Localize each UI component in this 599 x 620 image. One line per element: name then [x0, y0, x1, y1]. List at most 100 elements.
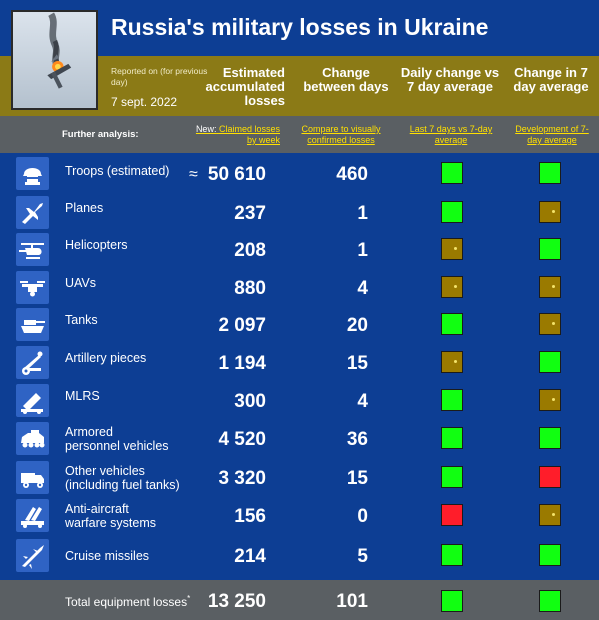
title-bar: [0, 0, 599, 56]
change-value: 15: [346, 353, 368, 374]
category-label-line2: warfare systems: [65, 516, 156, 530]
category-label: MLRS: [65, 389, 100, 403]
accumulated-value: 300: [234, 391, 266, 412]
seven-day-indicator: [539, 389, 561, 411]
category-label-line2: personnel vehicles: [65, 439, 169, 453]
artillery-icon: [16, 346, 49, 379]
category-label: Other vehicles (including fuel tanks): [65, 464, 180, 492]
accumulated-value: 2 097: [218, 315, 266, 336]
total-accumulated-value: 13 250: [207, 591, 266, 612]
table-row: Helicopters 208 1: [0, 231, 599, 268]
total-seven-day-indicator: [539, 590, 561, 612]
total-daily-indicator: [441, 590, 463, 612]
category-label: Cruise missiles: [65, 549, 150, 563]
anti-aircraft-icon: [16, 499, 49, 532]
daily-change-indicator: [441, 544, 463, 566]
development-7-day-link[interactable]: Development of 7-day average: [515, 124, 589, 145]
category-label: Planes: [65, 201, 104, 215]
category-label: Helicopters: [65, 238, 128, 252]
daily-change-indicator: [441, 162, 463, 184]
daily-change-indicator: [441, 504, 463, 526]
change-value: 15: [346, 468, 368, 489]
change-value: 1: [357, 203, 368, 224]
accumulated-value: 208: [234, 240, 266, 261]
seven-day-indicator: [539, 201, 561, 223]
seven-day-indicator: [539, 466, 561, 488]
further-analysis-bar: [0, 116, 599, 153]
seven-day-indicator: [539, 351, 561, 373]
category-label-line2: (including fuel tanks): [65, 478, 180, 492]
approx-symbol: ≈: [189, 166, 198, 183]
accumulated-value: 214: [234, 546, 266, 567]
claimed-losses-link[interactable]: New: Claimed losses by week: [188, 124, 280, 146]
table-row: Anti-aircraft warfare systems 156 0: [0, 497, 599, 534]
change-value: 4: [357, 391, 368, 412]
seven-day-indicator: [539, 276, 561, 298]
table-row: Cruise missiles 214 5: [0, 537, 599, 574]
category-label: Artillery pieces: [65, 351, 147, 365]
change-value: 460: [336, 164, 368, 185]
change-value: 20: [346, 315, 368, 336]
table-row: Armored personnel vehicles 4 520 36: [0, 420, 599, 457]
further-analysis-label: Further analysis:: [62, 129, 139, 140]
armored-vehicle-icon: [16, 422, 49, 455]
seven-day-indicator: [539, 544, 561, 566]
change-value: 0: [357, 506, 368, 527]
truck-icon: [16, 461, 49, 494]
total-row-band: [0, 580, 599, 620]
change-value: 1: [357, 240, 368, 261]
accumulated-value: 4 520: [218, 429, 266, 450]
accumulated-value: 156: [234, 506, 266, 527]
column-header-daily: Daily change vs 7 day average: [400, 65, 500, 94]
daily-change-indicator: [441, 201, 463, 223]
total-label-text: Total equipment losses: [65, 595, 188, 609]
category-label: Tanks: [65, 313, 98, 327]
last-7-days-link[interactable]: Last 7 days vs 7-day average: [409, 124, 493, 145]
helicopter-icon: [16, 233, 49, 266]
soldier-helmet-icon: [16, 157, 49, 190]
daily-change-indicator: [441, 466, 463, 488]
fighter-plane-icon: [16, 196, 49, 229]
category-label-line1: Armored: [65, 425, 113, 439]
total-footnote-marker: *: [187, 594, 191, 603]
tank-icon: [16, 308, 49, 341]
claimed-losses-link-text[interactable]: Claimed losses by week: [218, 124, 280, 145]
reported-on-note: Reported on (for previous day): [111, 66, 208, 87]
column-header-seven-day: Change in 7 day average: [513, 65, 589, 94]
category-label: Anti-aircraft warfare systems: [65, 502, 156, 530]
column-header-change: Change between days: [303, 65, 389, 94]
accumulated-value: 3 320: [218, 468, 266, 489]
seven-day-indicator: [539, 427, 561, 449]
daily-change-indicator: [441, 351, 463, 373]
page-title: Russia's military losses in Ukraine: [111, 14, 489, 40]
header-band: [0, 56, 599, 116]
table-row: Other vehicles (including fuel tanks) 3 32…: [0, 459, 599, 496]
table-row: Artillery pieces 1 194 15: [0, 344, 599, 381]
daily-change-indicator: [441, 276, 463, 298]
total-label: Total equipment losses*: [65, 594, 190, 609]
change-value: 5: [357, 546, 368, 567]
drone-icon: [16, 271, 49, 304]
cruise-missile-icon: [16, 539, 49, 572]
accumulated-value: 880: [234, 278, 266, 299]
seven-day-indicator: [539, 504, 561, 526]
category-label-line1: Anti-aircraft: [65, 502, 129, 516]
change-value: 36: [346, 429, 368, 450]
daily-change-indicator: [441, 238, 463, 260]
change-value: 4: [357, 278, 368, 299]
table-row: Planes 237 1: [0, 194, 599, 231]
accumulated-value: 50 610: [207, 164, 266, 185]
accumulated-value: 1 194: [218, 353, 266, 374]
total-change-value: 101: [336, 591, 368, 612]
table-row: Tanks 2 097 20: [0, 306, 599, 343]
report-date: 7 sept. 2022: [111, 95, 178, 109]
compare-confirmed-link[interactable]: Compare to visually confirmed losses: [301, 124, 381, 145]
seven-day-indicator: [539, 313, 561, 335]
table-row: MLRS 300 4: [0, 382, 599, 419]
daily-change-indicator: [441, 313, 463, 335]
column-header-accumulated: Estimated accumulated losses: [205, 65, 285, 108]
table-row: UAVs 880 4: [0, 269, 599, 306]
new-label: New:: [195, 124, 217, 134]
aircraft-photo: [11, 10, 98, 110]
